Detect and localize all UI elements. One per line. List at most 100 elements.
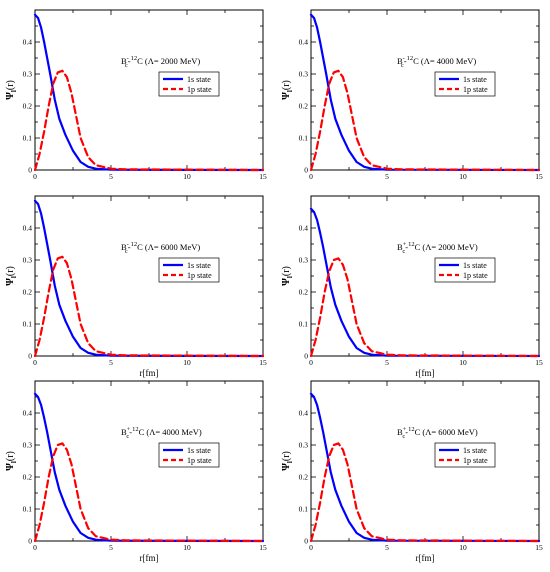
chart-panel-4: 0 0.1 0.2 0.3 0.4 0 5 10 15 r[fm] Ψl(r) B+ c-12C (Λ=… <box>281 195 543 378</box>
series-line-1p <box>33 255 265 358</box>
y-tick-label: 0.1 <box>23 134 33 143</box>
x-tick-label: 15 <box>535 543 543 552</box>
system-label: B+ c-12C (Λ= 6000 MeV) <box>397 426 478 440</box>
legend-label: 1s state <box>463 446 487 455</box>
x-tick-label: 0 <box>309 543 313 552</box>
x-tick-label: 0 <box>33 358 37 367</box>
x-tick-label: 5 <box>109 543 113 552</box>
x-tick-label: 0 <box>33 543 37 552</box>
chart-panel-2: 0 0.1 0.2 0.3 0.4 0 5 10 15 Ψl(r) B-c-12C (Λ= 4000… <box>281 9 543 181</box>
y-tick-label: 0 <box>304 352 308 361</box>
y-tick-label: 0.3 <box>299 256 309 265</box>
y-tick-label: 0.2 <box>299 288 309 297</box>
plot-frame <box>34 9 264 171</box>
legend-label: 1s state <box>187 75 211 84</box>
y-axis-label: Ψl(r) <box>281 451 294 471</box>
system-label: B-c-12C (Λ= 4000 MeV) <box>397 55 476 69</box>
y-tick-label: 0.4 <box>23 409 33 418</box>
x-axis-label: r[fm] <box>416 553 435 563</box>
legend-box <box>158 71 220 97</box>
x-tick-label: 10 <box>183 543 191 552</box>
chart-panel-1: 0 0.1 0.2 0.3 0.4 0 5 10 15 Ψl(r) B-c-12C (Λ= 2000… <box>5 9 267 181</box>
series-line-1p <box>33 442 265 543</box>
legend-label: 1p state <box>187 456 212 465</box>
legend-label: 1s state <box>463 261 487 270</box>
system-label: B+ c-12C (Λ= 4000 MeV) <box>121 426 202 440</box>
y-tick-label: 0.4 <box>299 224 309 233</box>
series-line-1p <box>33 69 265 172</box>
x-axis-label: r[fm] <box>140 368 159 378</box>
series-line-1s <box>309 207 541 358</box>
x-tick-label: 15 <box>259 543 267 552</box>
y-tick-label: 0.3 <box>23 256 33 265</box>
y-tick-label: 0.3 <box>299 70 309 79</box>
x-tick-label: 5 <box>109 358 113 367</box>
chart-panel-3: 0 0.1 0.2 0.3 0.4 0 5 10 15 r[fm] Ψl(r) B-c-12C (Λ=… <box>5 195 267 378</box>
y-tick-label: 0.4 <box>299 38 309 47</box>
x-tick-label: 15 <box>259 358 267 367</box>
y-tick-label: 0.4 <box>23 224 33 233</box>
y-tick-label: 0.3 <box>23 441 33 450</box>
y-tick-label: 0.2 <box>23 288 33 297</box>
x-tick-label: 10 <box>459 172 467 181</box>
legend-label: 1s state <box>463 75 487 84</box>
y-tick-label: 0.4 <box>23 38 33 47</box>
legend-label: 1s state <box>187 446 211 455</box>
series-line-1s <box>309 13 541 172</box>
system-label: B-c-12C (Λ= 2000 MeV) <box>121 55 200 69</box>
x-tick-label: 0 <box>33 172 37 181</box>
series-line-1p <box>309 442 541 543</box>
y-tick-label: 0 <box>304 537 308 546</box>
legend-label: 1p state <box>187 271 212 280</box>
y-tick-label: 0.1 <box>299 320 309 329</box>
y-tick-label: 0.3 <box>299 441 309 450</box>
legend-label: 1p state <box>463 456 488 465</box>
x-tick-label: 10 <box>183 172 191 181</box>
y-tick-label: 0.3 <box>23 70 33 79</box>
plot-frame <box>310 9 540 171</box>
y-axis-label: Ψl(r) <box>281 266 294 286</box>
legend-label: 1p state <box>463 271 488 280</box>
legend-box <box>434 442 496 468</box>
system-label: B+ c-12C (Λ= 2000 MeV) <box>397 241 478 255</box>
series-line-1s <box>309 392 541 543</box>
legend-label: 1p state <box>187 85 212 94</box>
y-tick-label: 0.2 <box>23 473 33 482</box>
y-axis-label: Ψl(r) <box>281 80 294 100</box>
legend-label: 1p state <box>463 85 488 94</box>
legend-box <box>434 71 496 97</box>
x-tick-label: 5 <box>385 543 389 552</box>
series-line-1s <box>33 199 265 358</box>
y-tick-label: 0.1 <box>23 505 33 514</box>
plot-frame <box>34 380 264 542</box>
chart-panel-5: 0 0.1 0.2 0.3 0.4 0 5 10 15 r[fm] Ψl(r) B+ c-12C (Λ=… <box>5 380 267 563</box>
legend-label: 1s state <box>187 261 211 270</box>
y-tick-label: 0.1 <box>23 320 33 329</box>
y-tick-label: 0.1 <box>299 505 309 514</box>
x-tick-label: 5 <box>385 172 389 181</box>
y-tick-label: 0.4 <box>299 409 309 418</box>
series-line-1s <box>33 13 265 172</box>
y-tick-label: 0 <box>28 537 32 546</box>
plot-frame <box>310 380 540 542</box>
x-tick-label: 0 <box>309 358 313 367</box>
legend-box <box>434 257 496 283</box>
legend-box <box>158 442 220 468</box>
system-label: B-c-12C (Λ= 6000 MeV) <box>121 241 200 255</box>
y-axis-label: Ψl(r) <box>5 266 18 286</box>
x-tick-label: 15 <box>535 172 543 181</box>
y-tick-label: 0.1 <box>299 134 309 143</box>
series-line-1p <box>309 257 541 358</box>
y-tick-label: 0 <box>304 166 308 175</box>
y-tick-label: 0.2 <box>23 102 33 111</box>
x-tick-label: 15 <box>259 172 267 181</box>
x-tick-label: 10 <box>183 358 191 367</box>
y-tick-label: 0.2 <box>299 102 309 111</box>
x-tick-label: 10 <box>459 358 467 367</box>
chart-panel-6: 0 0.1 0.2 0.3 0.4 0 5 10 15 r[fm] Ψl(r) B+ c-12C (Λ=… <box>281 380 543 563</box>
